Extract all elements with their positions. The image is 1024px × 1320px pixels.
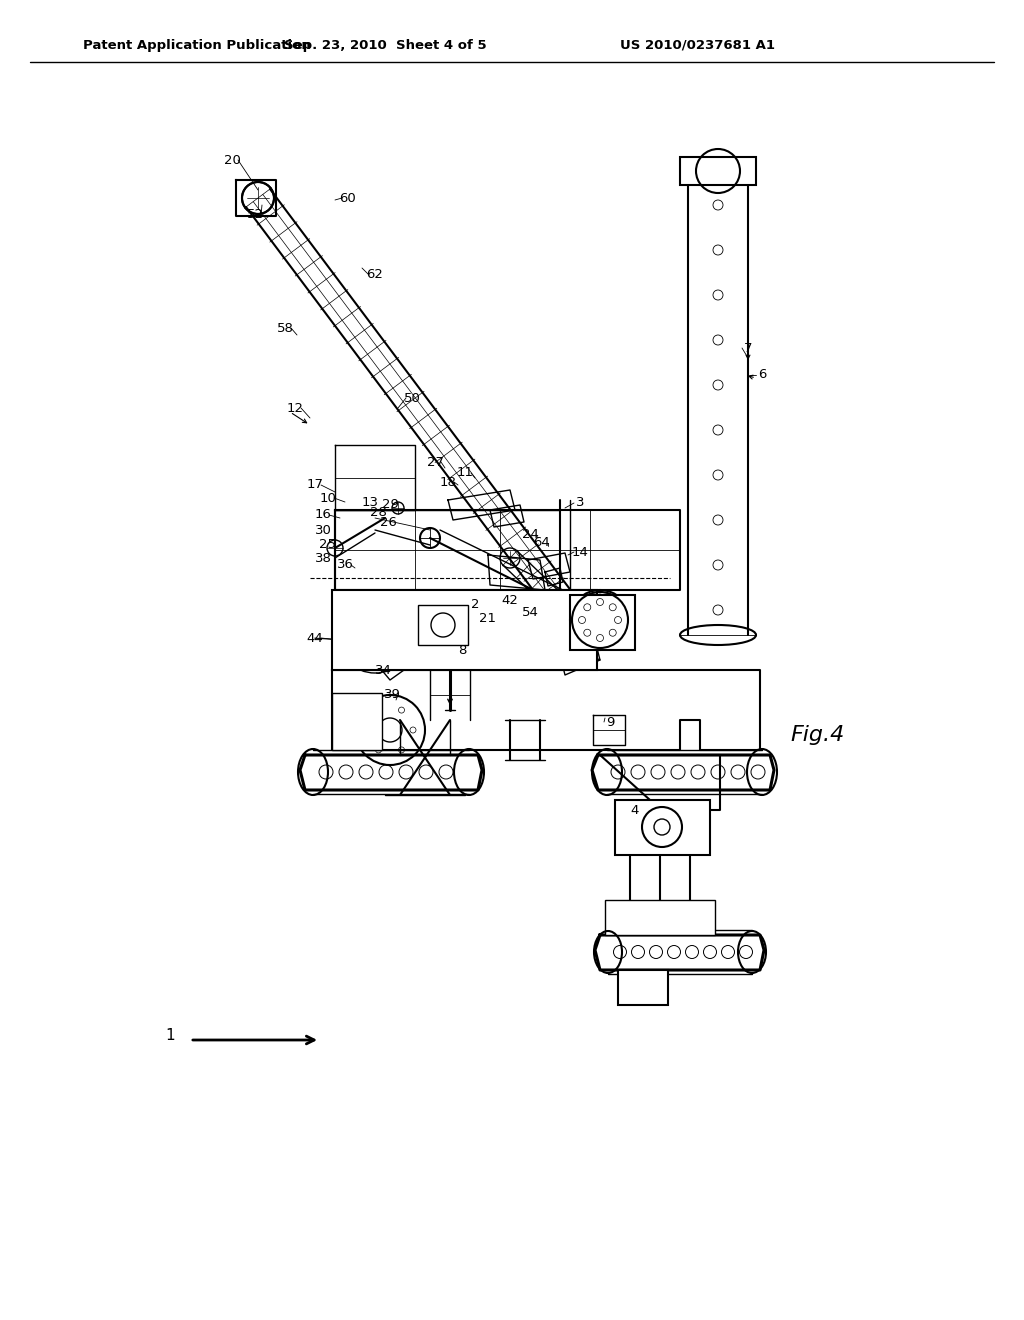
Bar [618,970,668,1005]
Polygon shape [332,671,760,750]
Polygon shape [595,935,764,970]
Text: 18: 18 [439,475,457,488]
Text: 8: 8 [458,644,466,656]
Text: 10: 10 [319,491,337,504]
Polygon shape [488,554,545,590]
Bar [418,605,468,645]
Bar [570,595,635,649]
Text: 21: 21 [479,611,497,624]
Text: 29: 29 [382,498,398,511]
Bar [680,157,756,185]
Polygon shape [593,715,625,744]
Text: 62: 62 [367,268,383,281]
Polygon shape [365,618,430,668]
Text: 12: 12 [287,401,303,414]
Text: Sep. 23, 2010  Sheet 4 of 5: Sep. 23, 2010 Sheet 4 of 5 [284,38,486,51]
Text: 2: 2 [471,598,479,611]
Text: 52: 52 [247,209,263,222]
Text: 14: 14 [571,545,589,558]
Text: 13: 13 [361,496,379,510]
Text: 34: 34 [375,664,391,676]
Text: 6: 6 [758,368,766,381]
Text: 42: 42 [502,594,518,606]
Polygon shape [335,445,415,510]
Polygon shape [592,755,774,789]
Text: 16: 16 [314,508,332,521]
Polygon shape [300,755,482,789]
Text: 9: 9 [606,715,614,729]
Text: 25: 25 [319,539,337,552]
Bar [332,693,382,750]
Text: 30: 30 [314,524,332,537]
Text: US 2010/0237681 A1: US 2010/0237681 A1 [620,38,775,51]
Polygon shape [490,506,524,527]
Text: 38: 38 [314,552,332,565]
Text: 54: 54 [521,606,539,619]
Polygon shape [380,648,418,680]
Text: 4: 4 [631,804,639,817]
Text: Fig.4: Fig.4 [790,725,844,744]
Text: 27: 27 [427,455,443,469]
Polygon shape [430,640,470,671]
Bar [605,900,715,935]
Bar [615,800,710,855]
Polygon shape [236,180,276,216]
Text: 44: 44 [306,631,324,644]
Text: 58: 58 [276,322,294,334]
Text: 17: 17 [306,479,324,491]
Bar [332,590,597,671]
Text: 64: 64 [534,536,550,549]
Text: 7: 7 [743,342,753,355]
Text: 24: 24 [521,528,539,541]
Text: 36: 36 [337,558,353,572]
Text: 39: 39 [384,689,400,701]
Polygon shape [600,755,720,810]
Text: 1: 1 [165,1027,175,1043]
Text: Patent Application Publication: Patent Application Publication [83,38,310,51]
Text: 50: 50 [403,392,421,404]
Text: 26: 26 [380,516,396,529]
Polygon shape [545,568,563,586]
Text: 60: 60 [340,191,356,205]
Polygon shape [449,490,515,520]
Polygon shape [335,510,680,590]
Text: 3: 3 [575,496,585,510]
Polygon shape [528,553,570,579]
Text: 28: 28 [370,506,386,519]
Text: 20: 20 [223,153,241,166]
Polygon shape [560,640,600,675]
Text: 11: 11 [457,466,473,479]
